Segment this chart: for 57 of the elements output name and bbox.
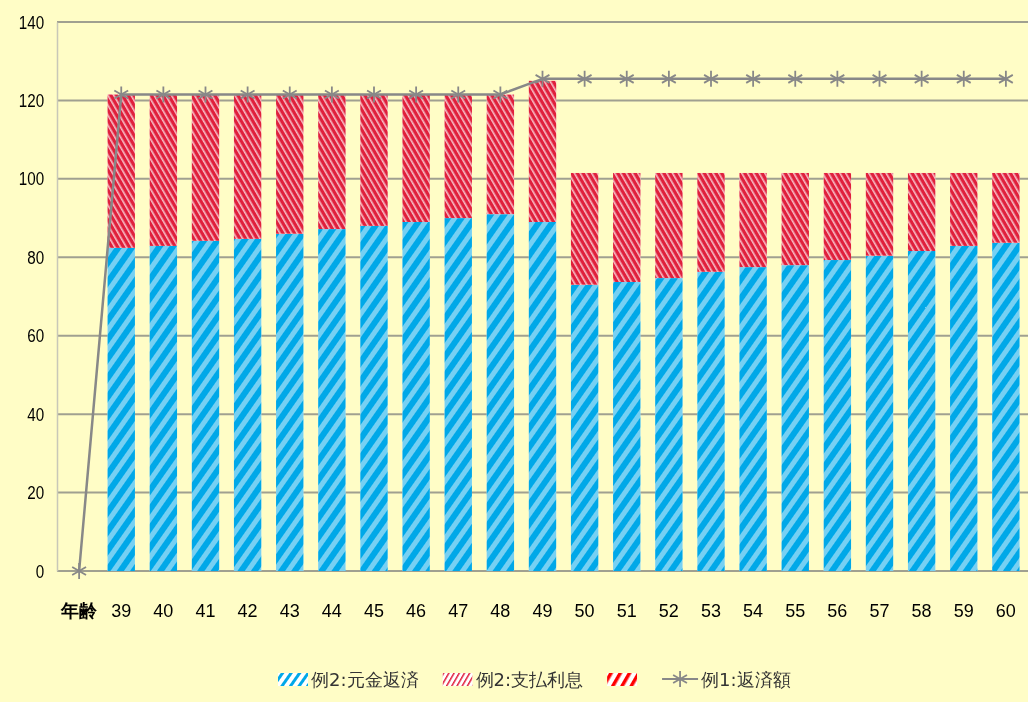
point [408, 85, 424, 104]
point [955, 69, 972, 88]
x-tick-label: 56 [827, 601, 848, 621]
x-tick-label: 44 [321, 601, 342, 621]
y-tick-label: 60 [27, 324, 45, 347]
point [239, 85, 256, 104]
y-tick-label: 40 [27, 403, 45, 426]
point [71, 562, 87, 580]
point [492, 85, 509, 104]
y-tick-label: 80 [27, 246, 45, 269]
x-tick-label: 55 [785, 601, 806, 621]
x-tick-label: 53 [700, 601, 722, 621]
point [197, 85, 214, 104]
point [281, 85, 298, 104]
x-tick-label: 51 [616, 601, 637, 621]
point [913, 69, 930, 88]
legend-label: 例1:返済額 [701, 669, 791, 690]
x-tick-label: 57 [869, 601, 890, 621]
legend-label: 例2:支払利息 [475, 669, 584, 690]
x-tick-label: 45 [363, 601, 385, 621]
point [155, 85, 172, 104]
point [366, 85, 382, 104]
x-tick-label: 50 [574, 601, 595, 621]
legend-label: 例2:元金返済 [311, 669, 419, 690]
x-tick-label: 40 [153, 601, 174, 621]
x-tick-label: 49 [532, 601, 553, 621]
y-tick-label: 140 [18, 10, 45, 33]
point [661, 69, 677, 88]
x-tick-label: 60 [995, 601, 1016, 621]
x-tick-label: 58 [911, 601, 932, 621]
point [113, 85, 130, 104]
y-tick-label: 100 [18, 167, 45, 190]
x-tick-label: 54 [743, 601, 764, 621]
point [703, 69, 719, 88]
point [450, 85, 467, 104]
x-tick-label: 47 [448, 601, 469, 621]
point [324, 85, 340, 104]
point [618, 69, 635, 88]
point [534, 69, 551, 88]
point [829, 69, 846, 88]
x-tick-label: 42 [237, 601, 258, 621]
x-tick-label: 59 [953, 601, 974, 621]
x-tick-label: 年齢 [60, 601, 99, 621]
x-tick-label: 41 [195, 601, 216, 621]
point [745, 69, 761, 88]
x-tick-label: 52 [658, 601, 679, 621]
x-tick-label: 46 [406, 601, 427, 621]
point [787, 69, 804, 88]
point [998, 69, 1014, 88]
point [576, 69, 593, 88]
y-tick-label: 20 [27, 481, 45, 504]
y-tick-label: 0 [35, 559, 45, 582]
x-tick-label: 39 [111, 601, 132, 621]
point [871, 69, 888, 88]
x-tick-label: 48 [490, 601, 511, 621]
y-tick-label: 120 [18, 89, 45, 112]
x-tick-label: 43 [279, 601, 300, 621]
